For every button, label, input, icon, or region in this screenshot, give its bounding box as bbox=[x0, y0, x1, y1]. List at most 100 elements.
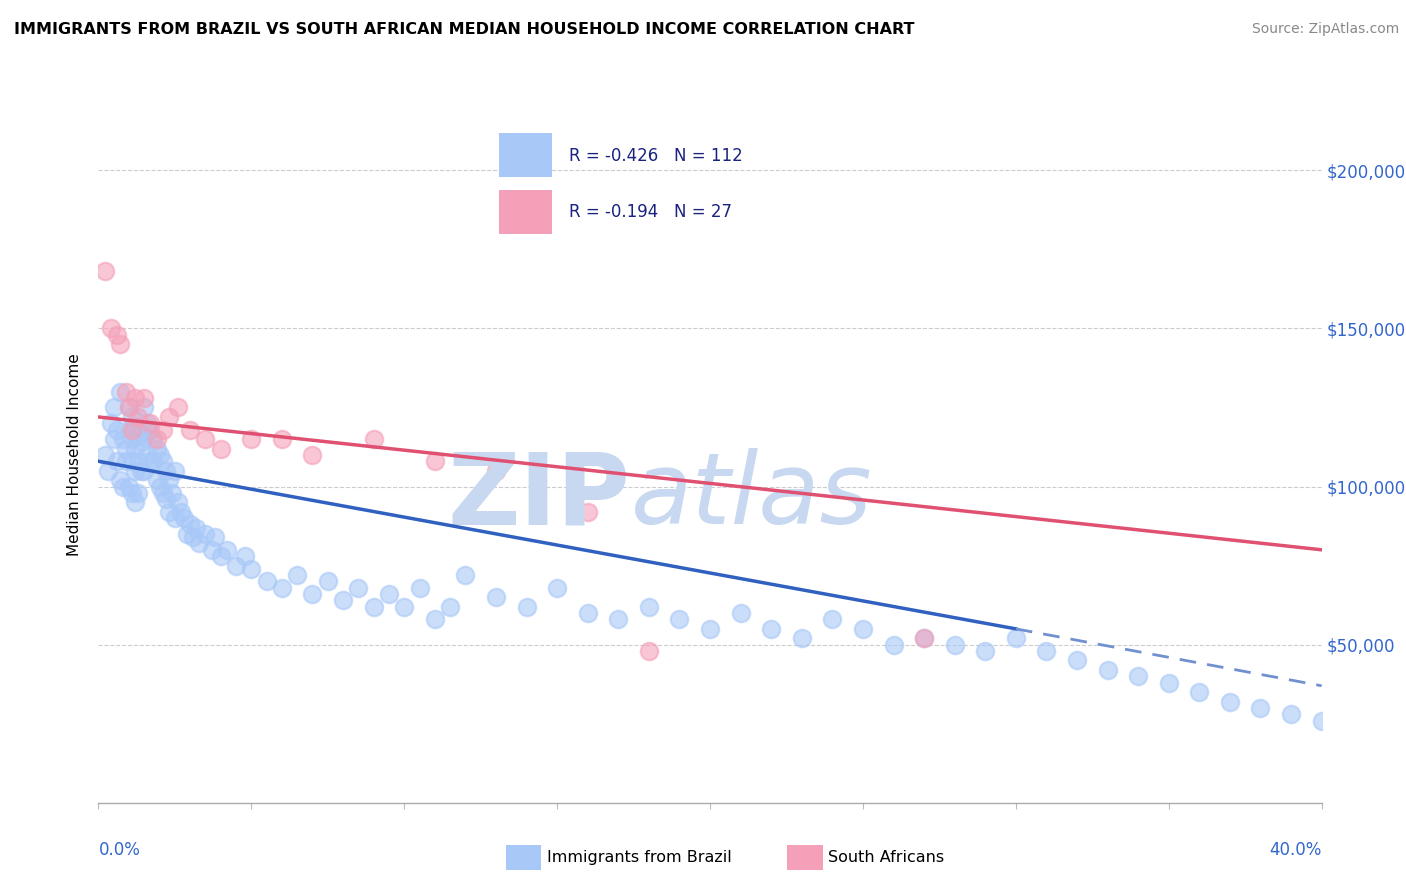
Point bbox=[1372, 726, 1395, 740]
Y-axis label: Median Household Income: Median Household Income bbox=[67, 353, 83, 557]
Point bbox=[134, 391, 156, 405]
Point bbox=[152, 454, 174, 468]
Point bbox=[516, 599, 538, 614]
Point bbox=[163, 464, 186, 478]
Point bbox=[173, 511, 195, 525]
Point bbox=[97, 464, 120, 478]
Point bbox=[790, 632, 813, 646]
Point bbox=[142, 454, 165, 468]
Point bbox=[347, 581, 370, 595]
Point bbox=[270, 432, 294, 446]
Point bbox=[316, 574, 339, 589]
Point bbox=[1128, 669, 1150, 683]
Point bbox=[668, 612, 690, 626]
Point bbox=[121, 409, 143, 424]
Point bbox=[240, 562, 263, 576]
Point bbox=[181, 530, 204, 544]
Point bbox=[194, 432, 217, 446]
Point bbox=[103, 432, 125, 446]
Point bbox=[103, 401, 125, 415]
Point bbox=[155, 464, 177, 478]
Point bbox=[638, 644, 661, 658]
Point bbox=[129, 464, 152, 478]
Point bbox=[167, 495, 190, 509]
Point bbox=[124, 442, 146, 456]
Point bbox=[124, 391, 146, 405]
Point bbox=[423, 612, 446, 626]
Point bbox=[392, 599, 416, 614]
Point bbox=[105, 327, 128, 342]
Point bbox=[423, 454, 446, 468]
Point bbox=[576, 606, 599, 620]
Point bbox=[93, 264, 115, 278]
Text: 40.0%: 40.0% bbox=[1270, 841, 1322, 859]
Point bbox=[108, 473, 131, 487]
Point bbox=[176, 527, 198, 541]
Point bbox=[1310, 714, 1333, 728]
Point bbox=[638, 599, 661, 614]
Point bbox=[157, 505, 180, 519]
Point bbox=[240, 432, 263, 446]
Point bbox=[215, 542, 238, 557]
Point bbox=[225, 558, 247, 573]
Point bbox=[108, 384, 131, 399]
Point bbox=[134, 429, 156, 443]
Text: South Africans: South Africans bbox=[828, 850, 945, 864]
Point bbox=[155, 492, 177, 507]
Point bbox=[134, 464, 156, 478]
Point bbox=[576, 505, 599, 519]
Point bbox=[115, 454, 138, 468]
Point bbox=[270, 581, 294, 595]
Point bbox=[121, 454, 143, 468]
Point bbox=[129, 435, 152, 450]
Point bbox=[136, 417, 159, 431]
Point bbox=[378, 587, 401, 601]
Point bbox=[699, 622, 721, 636]
Text: atlas: atlas bbox=[630, 448, 872, 545]
Point bbox=[1097, 663, 1119, 677]
Point bbox=[100, 417, 122, 431]
Point bbox=[1250, 701, 1272, 715]
Point bbox=[209, 442, 232, 456]
Point bbox=[1004, 632, 1026, 646]
Point bbox=[163, 511, 186, 525]
Point bbox=[170, 505, 193, 519]
Point bbox=[179, 517, 201, 532]
Point bbox=[188, 536, 211, 550]
Point bbox=[209, 549, 232, 563]
Point bbox=[105, 454, 128, 468]
Point bbox=[124, 495, 146, 509]
Point bbox=[1219, 695, 1241, 709]
Text: ZIP: ZIP bbox=[447, 448, 630, 545]
Point bbox=[607, 612, 630, 626]
Point bbox=[111, 479, 134, 493]
Point bbox=[149, 479, 172, 493]
Point bbox=[912, 632, 935, 646]
Point bbox=[546, 581, 568, 595]
Point bbox=[852, 622, 875, 636]
Point bbox=[149, 448, 172, 462]
Point bbox=[883, 638, 905, 652]
Point bbox=[136, 448, 159, 462]
Point bbox=[145, 473, 167, 487]
Point bbox=[115, 442, 138, 456]
Point bbox=[1066, 653, 1088, 667]
Point bbox=[821, 612, 844, 626]
Point bbox=[200, 542, 222, 557]
Point bbox=[93, 448, 115, 462]
Point bbox=[127, 486, 149, 500]
Point bbox=[139, 454, 162, 468]
Point bbox=[332, 593, 354, 607]
Point bbox=[761, 622, 783, 636]
Text: 0.0%: 0.0% bbox=[98, 841, 141, 859]
Point bbox=[145, 432, 167, 446]
Text: Source: ZipAtlas.com: Source: ZipAtlas.com bbox=[1251, 22, 1399, 37]
Point bbox=[160, 486, 183, 500]
Point bbox=[1188, 685, 1211, 699]
Point bbox=[118, 401, 141, 415]
Point bbox=[912, 632, 935, 646]
Point bbox=[152, 486, 174, 500]
Point bbox=[1402, 732, 1406, 747]
Point bbox=[134, 401, 156, 415]
Point bbox=[121, 432, 143, 446]
